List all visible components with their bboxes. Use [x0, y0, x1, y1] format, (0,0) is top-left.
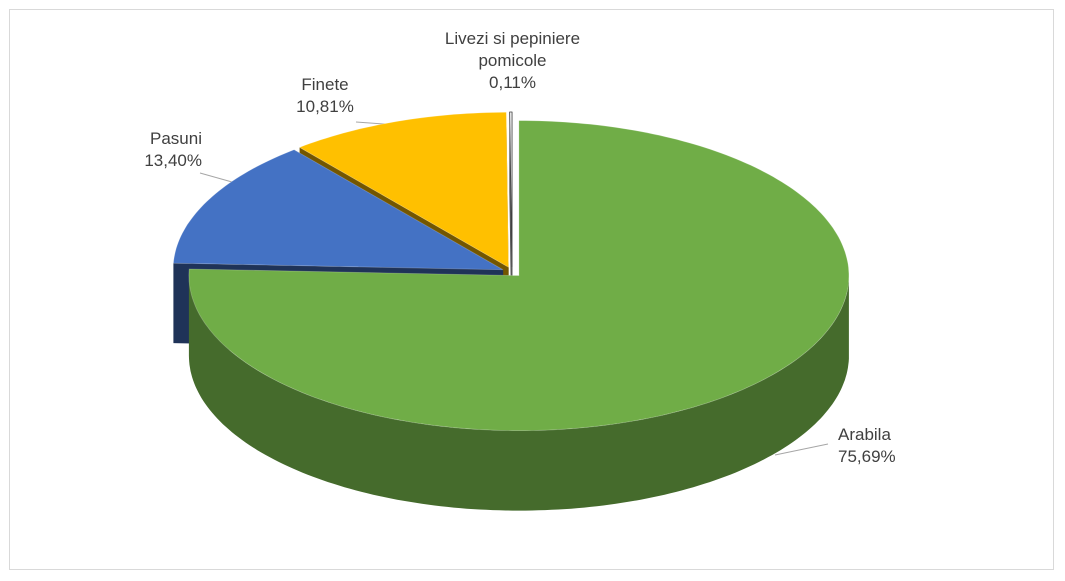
- data-label: Livezi si pepiniere pomicole 0,11%: [425, 28, 600, 94]
- category-name: Finete: [301, 75, 349, 94]
- value-label: 13,40%: [144, 151, 202, 170]
- data-label: Pasuni 13,40%: [80, 128, 202, 172]
- slice: [298, 111, 510, 268]
- slice-side: [188, 275, 849, 511]
- category-name: Arabila: [838, 425, 891, 444]
- value-label: 10,81%: [296, 97, 354, 116]
- slice: [172, 149, 504, 271]
- value-label: 75,69%: [838, 447, 896, 466]
- chart-frame: [9, 9, 1054, 570]
- leader-line: [199, 172, 233, 183]
- slice: [509, 111, 513, 268]
- category-name: Livezi si pepiniere pomicole: [444, 29, 581, 70]
- slice: [188, 120, 850, 431]
- data-label: Arabila 75,69%: [838, 424, 958, 468]
- value-label: 0,11%: [489, 73, 536, 92]
- data-label: Finete 10,81%: [260, 74, 390, 118]
- leader-line: [774, 443, 829, 456]
- category-name: Pasuni: [150, 129, 202, 148]
